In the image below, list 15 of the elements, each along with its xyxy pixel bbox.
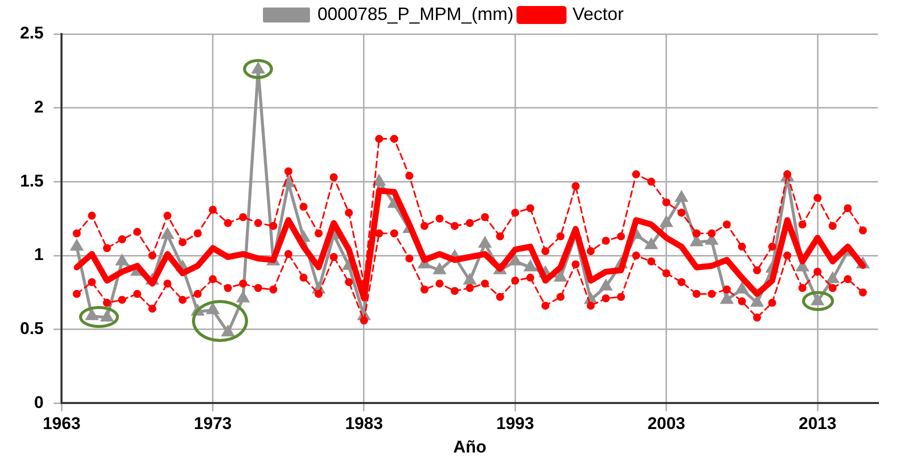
y-tick-label: 0 (34, 392, 44, 412)
y-tick-label: 2 (34, 98, 44, 117)
x-tick-label: 1993 (496, 414, 534, 434)
x-tick-label: 1983 (345, 414, 383, 434)
x-tick-label: 1973 (194, 414, 232, 434)
y-tick-label: 2.5 (20, 24, 44, 43)
x-tick-label: 1963 (42, 414, 81, 434)
legend-label: Vector (572, 4, 624, 24)
y-tick-label: 0.5 (20, 319, 44, 338)
y-tick-label: 1 (34, 245, 44, 264)
x-axis-title: Año (453, 437, 486, 456)
x-tick-label: 2003 (647, 414, 686, 434)
y-tick-label: 1.5 (20, 171, 44, 190)
legend-label: 0000785_P_MPM_(mm) (317, 4, 514, 24)
x-tick-label: 2013 (798, 414, 836, 434)
